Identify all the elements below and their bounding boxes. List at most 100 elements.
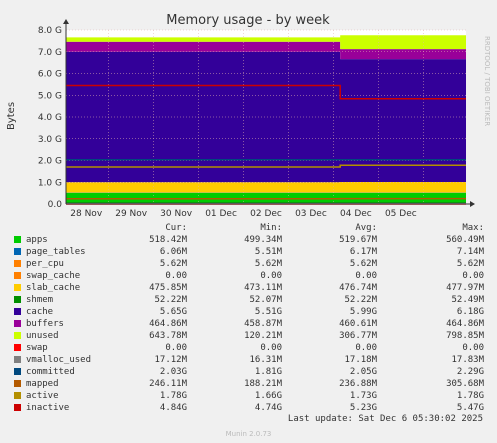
legend: Cur: Min: Avg: Max: apps 518.42M 499.34M 51… [14, 222, 489, 414]
legend-cur-value: 475.85M [149, 283, 187, 293]
header-cur: Cur: [165, 223, 187, 233]
legend-row-cache: cache 5.65G 5.51G 5.99G 6.18G [14, 306, 489, 318]
legend-header: Cur: Min: Avg: Max: [14, 222, 489, 234]
x-tick-label: 04 Dec [340, 209, 372, 219]
plot-area: 0.0 1.0 G 2.0 G 3.0 G 4.0 G 5.0 G 6.0 G 7.0 G 8.… [38, 19, 475, 219]
legend-label: inactive [26, 403, 70, 413]
legend-cur-value: 643.78M [149, 331, 187, 341]
y-tick-label: 7.0 G [38, 48, 62, 58]
legend-cur-value: 0.00 [165, 343, 187, 353]
legend-min-value: 16.31M [249, 355, 282, 365]
legend-avg-value: 5.62M [349, 259, 377, 269]
legend-cur-value: 518.42M [149, 235, 187, 245]
legend-label: vmalloc_used [26, 355, 92, 365]
legend-min-value: 1.66G [254, 391, 282, 401]
legend-max-value: 0.00 [462, 343, 484, 353]
legend-avg-value: 306.77M [339, 331, 377, 341]
x-tick-label: 30 Nov [160, 209, 193, 219]
legend-min-value: 52.07M [249, 295, 282, 305]
legend-max-value: 464.86M [446, 319, 484, 329]
legend-label: swap_cache [26, 271, 81, 281]
legend-min-value: 0.00 [260, 271, 282, 281]
x-tick-label: 28 Nov [70, 209, 103, 219]
legend-avg-value: 1.73G [349, 391, 377, 401]
line-active [66, 164, 466, 168]
x-tick-label: 03 Dec [295, 209, 327, 219]
legend-cur-value: 52.22M [154, 295, 187, 305]
footer: Munin 2.0.73 [225, 430, 272, 438]
legend-row-committed: committed 2.03G 1.81G 2.05G 2.29G [14, 366, 489, 378]
legend-max-value: 798.85M [446, 331, 484, 341]
legend-swatch [14, 308, 21, 315]
x-tick-label: 29 Nov [115, 209, 148, 219]
legend-max-value: 1.78G [456, 391, 484, 401]
legend-avg-value: 2.05G [349, 367, 377, 377]
legend-label: buffers [26, 319, 64, 329]
x-axis-arrow [470, 201, 475, 207]
legend-min-value: 4.74G [254, 403, 282, 413]
legend-row-vmalloc-used: vmalloc_used 17.12M 16.31M 17.18M 17.83M [14, 354, 489, 366]
legend-min-value: 458.87M [244, 319, 282, 329]
legend-swatch [14, 332, 21, 339]
x-tick-label: 02 Dec [250, 209, 282, 219]
legend-min-value: 5.51M [254, 247, 282, 257]
legend-label: apps [26, 235, 48, 245]
legend-swatch [14, 284, 21, 291]
legend-min-value: 473.11M [244, 283, 282, 293]
legend-cur-value: 1.78G [159, 391, 187, 401]
legend-label: unused [26, 331, 59, 341]
legend-avg-value: 0.00 [355, 271, 377, 281]
legend-label: page_tables [26, 247, 86, 257]
legend-row-swap: swap 0.00 0.00 0.00 0.00 [14, 342, 489, 354]
legend-swatch [14, 248, 21, 255]
legend-swatch [14, 404, 21, 411]
y-tick-label: 1.0 G [38, 178, 62, 188]
legend-max-value: 17.83M [451, 355, 484, 365]
legend-label: per_cpu [26, 259, 64, 269]
legend-min-value: 0.00 [260, 343, 282, 353]
legend-avg-value: 5.23G [349, 403, 377, 413]
legend-max-value: 5.47G [456, 403, 484, 413]
legend-swatch [14, 344, 21, 351]
legend-avg-value: 476.74M [339, 283, 377, 293]
legend-avg-value: 460.61M [339, 319, 377, 329]
y-tick-label: 5.0 G [38, 91, 62, 101]
legend-row-unused: unused 643.78M 120.21M 306.77M 798.85M [14, 330, 489, 342]
y-tick-label: 0.0 [48, 200, 63, 210]
legend-min-value: 499.34M [244, 235, 282, 245]
side-watermark: RRDTOOL / TOBI OETIKER [483, 36, 491, 126]
y-axis-arrow [63, 19, 69, 24]
legend-cur-value: 464.86M [149, 319, 187, 329]
legend-min-value: 120.21M [244, 331, 282, 341]
legend-max-value: 0.00 [462, 271, 484, 281]
legend-min-value: 5.62M [254, 259, 282, 269]
header-max: Max: [462, 223, 484, 233]
y-tick-label: 6.0 G [38, 70, 62, 80]
legend-avg-value: 236.88M [339, 379, 377, 389]
x-tick-label: 01 Dec [205, 209, 237, 219]
legend-swatch [14, 392, 21, 399]
legend-row-per-cpu: per_cpu 5.62M 5.62M 5.62M 5.62M [14, 258, 489, 270]
legend-min-value: 1.81G [254, 367, 282, 377]
legend-cur-value: 4.84G [159, 403, 187, 413]
legend-label: cache [26, 307, 54, 317]
legend-label: committed [26, 367, 75, 377]
legend-max-value: 560.49M [446, 235, 484, 245]
area-cache [66, 51, 466, 183]
legend-avg-value: 6.17M [349, 247, 377, 257]
legend-avg-value: 0.00 [355, 343, 377, 353]
legend-swatch [14, 380, 21, 387]
legend-max-value: 477.97M [446, 283, 484, 293]
legend-min-value: 188.21M [244, 379, 282, 389]
memory-chart: Memory usage - by week Bytes RRDTOOL / T… [6, 13, 491, 219]
legend-cur-value: 0.00 [165, 271, 187, 281]
legend-label: mapped [26, 379, 59, 389]
legend-row-slab-cache: slab_cache 475.85M 473.11M 476.74M 477.97M [14, 282, 489, 294]
y-axis-label: Bytes [6, 102, 17, 130]
legend-cur-value: 2.03G [159, 367, 187, 377]
legend-max-value: 305.68M [446, 379, 484, 389]
legend-row-shmem: shmem 52.22M 52.07M 52.22M 52.49M [14, 294, 489, 306]
legend-label: shmem [26, 295, 54, 305]
area-slab-cache [66, 182, 466, 193]
legend-row-active: active 1.78G 1.66G 1.73G 1.78G [14, 390, 489, 402]
